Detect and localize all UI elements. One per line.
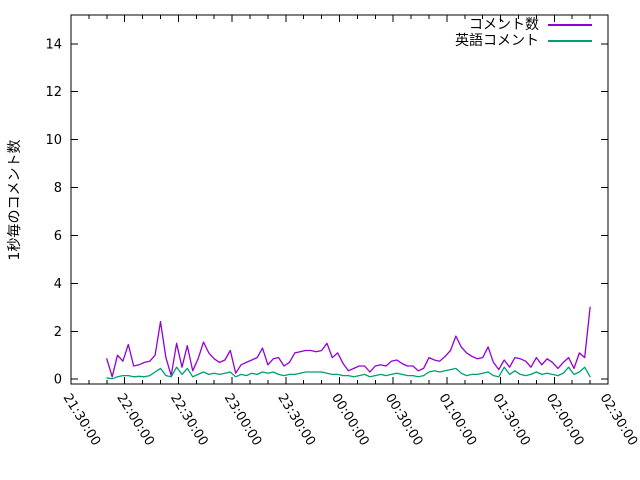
- x-tick-label: 02:00:00: [543, 391, 587, 448]
- y-tick-label: 2: [54, 325, 62, 340]
- y-tick-label: 10: [45, 133, 62, 148]
- y-tick-label: 0: [54, 373, 62, 388]
- x-tick-label: 23:00:00: [221, 391, 265, 448]
- x-tick-label: 01:30:00: [489, 391, 533, 448]
- legend-label-comment-count: コメント数: [469, 17, 539, 33]
- legend: コメント数 英語コメント: [455, 17, 592, 49]
- series-line-1: [106, 366, 591, 380]
- x-tick-label: 02:30:00: [597, 391, 640, 448]
- x-tick-label: 21:30:00: [60, 391, 104, 448]
- x-tick-label: 22:00:00: [113, 391, 157, 448]
- legend-item-english-comment: 英語コメント: [455, 33, 592, 49]
- y-tick-label: 6: [54, 229, 62, 244]
- y-tick-label: 8: [54, 181, 62, 196]
- plot-border: [70, 14, 609, 385]
- series-line-0: [106, 306, 591, 378]
- x-tick-label: 00:30:00: [382, 391, 426, 448]
- y-axis-title: 1秒毎のコメント数: [7, 139, 23, 261]
- y-tick-label: 14: [45, 37, 62, 52]
- x-tick-label: 01:00:00: [436, 391, 480, 448]
- y-tick-label: 12: [45, 85, 62, 100]
- x-tick-label: 23:30:00: [274, 391, 318, 448]
- x-tick-label: 00:00:00: [328, 391, 372, 448]
- legend-line-sample-comment-count: [548, 24, 592, 26]
- y-tick-label: 4: [54, 277, 62, 292]
- legend-item-comment-count: コメント数: [455, 17, 592, 33]
- x-tick-label: 22:30:00: [167, 391, 211, 448]
- legend-label-english-comment: 英語コメント: [455, 33, 539, 49]
- legend-line-sample-english-comment: [548, 40, 592, 42]
